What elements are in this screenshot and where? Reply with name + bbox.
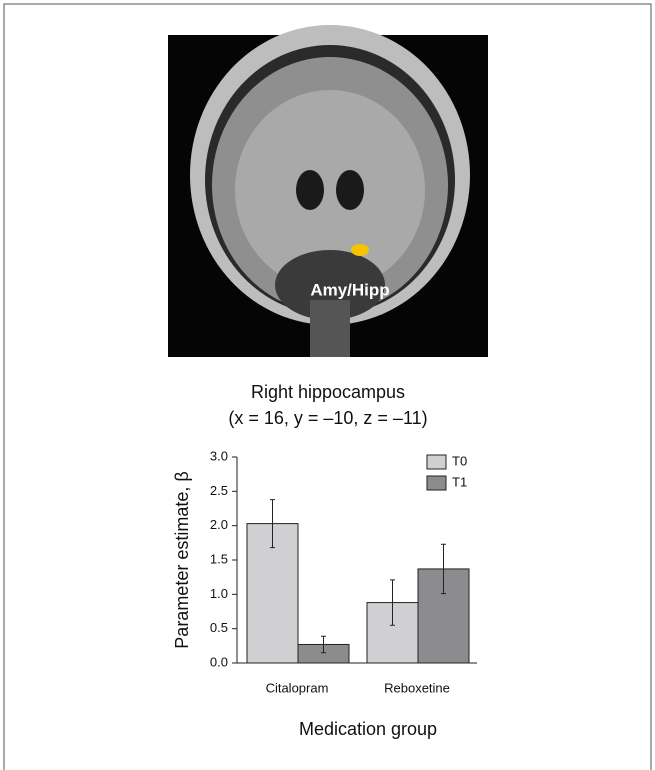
x-tick-label: Citalopram	[266, 680, 329, 695]
y-tick-label: 1.0	[210, 586, 228, 601]
y-tick-label: 2.0	[210, 517, 228, 532]
legend-label: T0	[452, 453, 467, 468]
legend-label: T1	[452, 474, 467, 489]
chart-title: Right hippocampus	[251, 382, 405, 402]
image-label: Amy/Hipp	[310, 280, 389, 299]
x-axis-label: Medication group	[299, 719, 437, 739]
x-tick-label: Reboxetine	[384, 680, 450, 695]
y-tick-label: 0.0	[210, 654, 228, 669]
y-tick-label: 2.5	[210, 483, 228, 498]
figure: Amy/Hipp Right hippocampus (x = 16, y = …	[0, 0, 655, 770]
y-tick-label: 3.0	[210, 448, 228, 463]
legend-swatch	[427, 476, 446, 490]
chart-subtitle: (x = 16, y = –10, z = –11)	[228, 408, 427, 428]
y-tick-label: 1.5	[210, 551, 228, 566]
legend-swatch	[427, 455, 446, 469]
y-axis-label: Parameter estimate, β	[172, 471, 192, 648]
y-tick-label: 0.5	[210, 620, 228, 635]
brain-image	[168, 25, 488, 357]
